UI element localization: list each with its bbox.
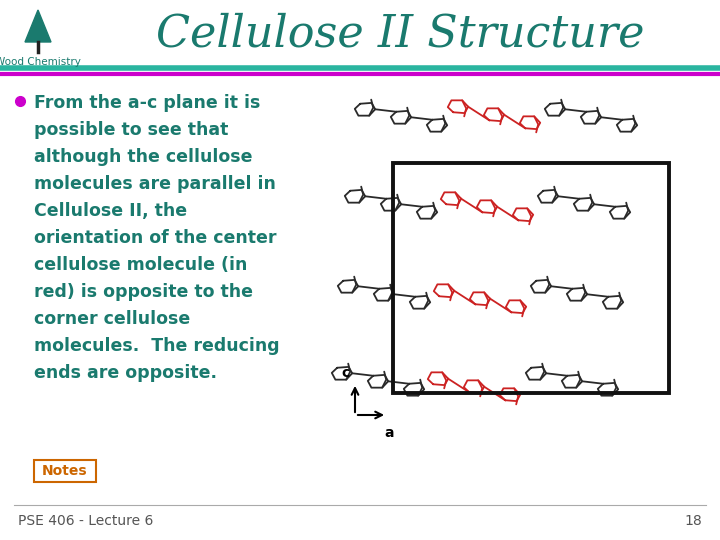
- Text: c: c: [341, 366, 349, 380]
- Text: cellulose molecule (in: cellulose molecule (in: [34, 256, 248, 274]
- Text: corner cellulose: corner cellulose: [34, 310, 190, 328]
- Text: molecules are parallel in: molecules are parallel in: [34, 175, 276, 193]
- Text: Cellulose II Structure: Cellulose II Structure: [156, 12, 644, 55]
- Text: Wood Chemistry: Wood Chemistry: [0, 57, 81, 67]
- Text: red) is opposite to the: red) is opposite to the: [34, 283, 253, 301]
- Text: 18: 18: [684, 514, 702, 528]
- Text: orientation of the center: orientation of the center: [34, 229, 276, 247]
- Text: Notes: Notes: [42, 464, 88, 478]
- Bar: [393, 163, 669, 393]
- Text: molecules.  The reducing: molecules. The reducing: [34, 337, 279, 355]
- Text: although the cellulose: although the cellulose: [34, 148, 253, 166]
- Text: Cellulose II, the: Cellulose II, the: [34, 202, 187, 220]
- Text: possible to see that: possible to see that: [34, 121, 228, 139]
- Text: a: a: [384, 426, 394, 440]
- Text: From the a-c plane it is: From the a-c plane it is: [34, 94, 261, 112]
- Polygon shape: [25, 10, 51, 42]
- Text: PSE 406 - Lecture 6: PSE 406 - Lecture 6: [18, 514, 153, 528]
- Bar: [34, 460, 96, 482]
- Text: ends are opposite.: ends are opposite.: [34, 364, 217, 382]
